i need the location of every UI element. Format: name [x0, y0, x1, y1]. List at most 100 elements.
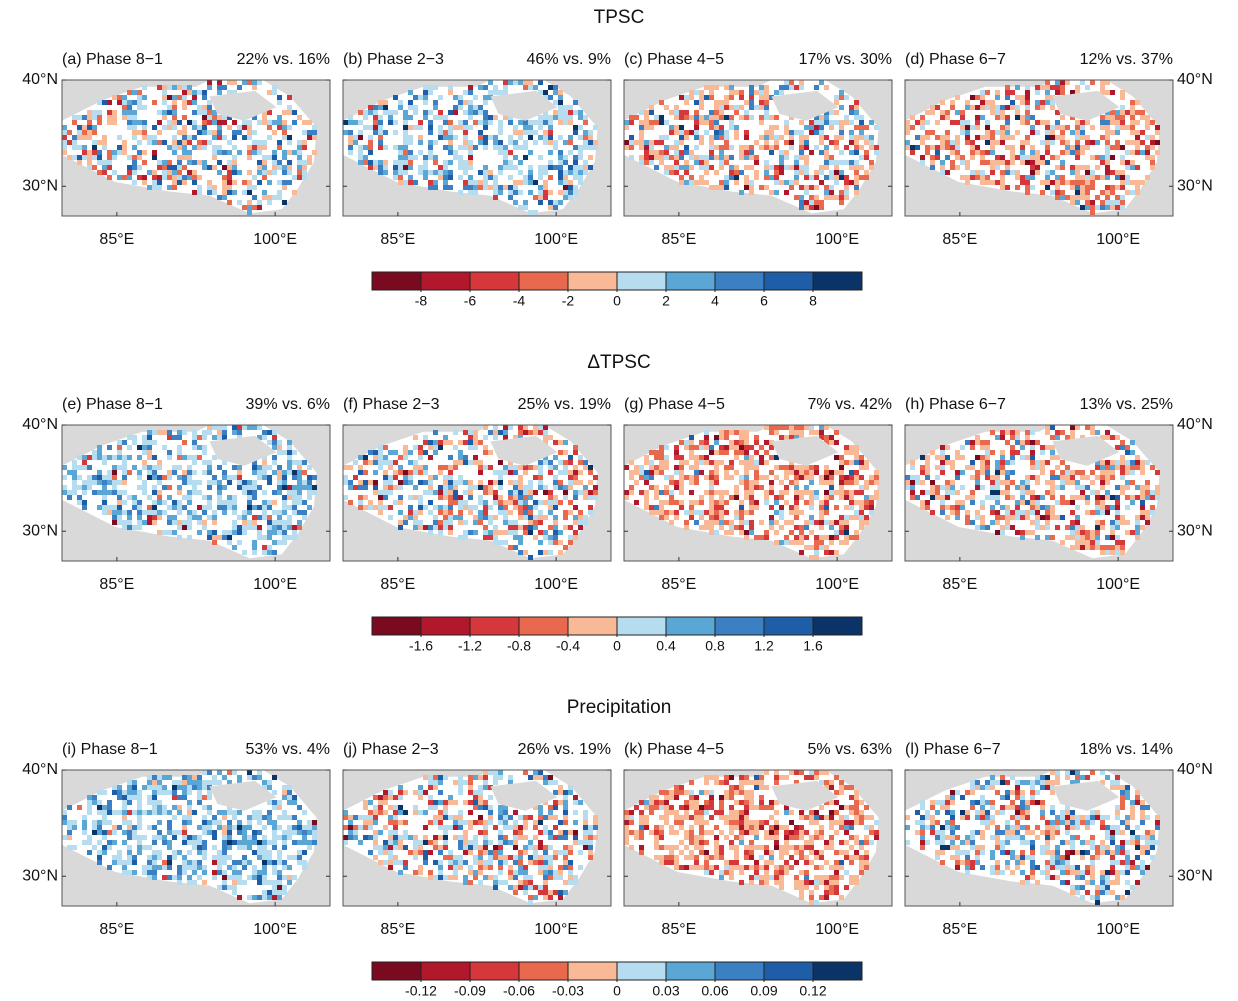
map-cell	[403, 145, 408, 150]
map-cell	[719, 100, 724, 105]
map-cell	[734, 170, 739, 175]
map-cell	[1080, 205, 1085, 210]
map-cell	[533, 195, 538, 200]
map-cell	[834, 535, 839, 540]
map-cell	[453, 430, 458, 435]
map-cell	[272, 120, 277, 125]
map-cell	[940, 495, 945, 500]
map-cell	[553, 110, 558, 115]
map-cell	[649, 510, 654, 515]
colorbar-box	[420, 616, 471, 636]
map-cell	[548, 500, 553, 505]
map-cell	[297, 850, 302, 855]
map-cell	[287, 135, 292, 140]
map-cell	[187, 780, 192, 785]
map-cell	[553, 165, 558, 170]
map-cell	[478, 170, 483, 175]
map-cell	[1105, 190, 1110, 195]
map-cell	[829, 470, 834, 475]
map-cell	[413, 155, 418, 160]
map-cell	[729, 165, 734, 170]
map-cell	[985, 130, 990, 135]
map-cell	[307, 845, 312, 850]
map-cell	[794, 495, 799, 500]
map-cell	[679, 475, 684, 480]
map-cell	[659, 120, 664, 125]
map-cell	[87, 810, 92, 815]
map-cell	[1130, 180, 1135, 185]
map-cell	[117, 790, 122, 795]
colorbar-tick-label: -1.2	[458, 638, 482, 654]
map-cell	[1100, 520, 1105, 525]
map-cell	[152, 805, 157, 810]
map-cell	[518, 170, 523, 175]
map-cell	[297, 470, 302, 475]
map-cell	[137, 95, 142, 100]
map-cell	[518, 505, 523, 510]
map-cell	[649, 125, 654, 130]
map-cell	[558, 450, 563, 455]
map-cell	[478, 465, 483, 470]
map-cell	[538, 120, 543, 125]
map-cell	[222, 150, 227, 155]
map-cell	[990, 475, 995, 480]
map-cell	[573, 175, 578, 180]
map-cell	[689, 465, 694, 470]
map-cell	[704, 115, 709, 120]
map-cell	[1140, 115, 1145, 120]
map-cell	[1000, 130, 1005, 135]
map-cell	[528, 165, 533, 170]
map-cell	[558, 160, 563, 165]
map-cell	[458, 100, 463, 105]
map-cell	[784, 465, 789, 470]
map-cell	[859, 460, 864, 465]
map-cell	[242, 830, 247, 835]
map-cell	[287, 795, 292, 800]
map-cell	[990, 145, 995, 150]
map-cell	[162, 485, 167, 490]
map-cell	[583, 495, 588, 500]
map-cell	[674, 145, 679, 150]
map-cell	[167, 860, 172, 865]
map-cell	[503, 510, 508, 515]
map-cell	[1000, 175, 1005, 180]
map-cell	[704, 490, 709, 495]
map-cell	[719, 110, 724, 115]
map-cell	[297, 460, 302, 465]
map-cell	[709, 150, 714, 155]
map-cell	[312, 825, 317, 830]
map-cell	[1125, 485, 1130, 490]
map-cell	[378, 450, 383, 455]
map-cell	[302, 510, 307, 515]
map-cell	[112, 480, 117, 485]
map-cell	[839, 465, 844, 470]
map-cell	[448, 120, 453, 125]
map-cell	[182, 90, 187, 95]
map-cell	[97, 490, 102, 495]
map-cell	[388, 515, 393, 520]
map-cell	[1050, 470, 1055, 475]
map-cell	[182, 860, 187, 865]
map-cell	[142, 130, 147, 135]
map-cell	[980, 460, 985, 465]
map-cell	[1120, 205, 1125, 210]
map-cell	[699, 105, 704, 110]
panel-stat: 53% vs. 4%	[246, 741, 330, 758]
map-cell	[127, 170, 132, 175]
map-cell	[177, 810, 182, 815]
map-cell	[1045, 140, 1050, 145]
y-tick-label: 40°N	[22, 416, 58, 433]
map-cell	[649, 105, 654, 110]
map-cell	[714, 530, 719, 535]
map-cell	[965, 175, 970, 180]
map-cell	[528, 175, 533, 180]
map-cell	[925, 465, 930, 470]
map-cell	[348, 480, 353, 485]
map-cell	[383, 460, 388, 465]
map-cell	[1080, 490, 1085, 495]
map-cell	[453, 500, 458, 505]
map-cell	[1055, 500, 1060, 505]
map-cell	[162, 95, 167, 100]
map-cell	[538, 170, 543, 175]
map-cell	[1110, 520, 1115, 525]
